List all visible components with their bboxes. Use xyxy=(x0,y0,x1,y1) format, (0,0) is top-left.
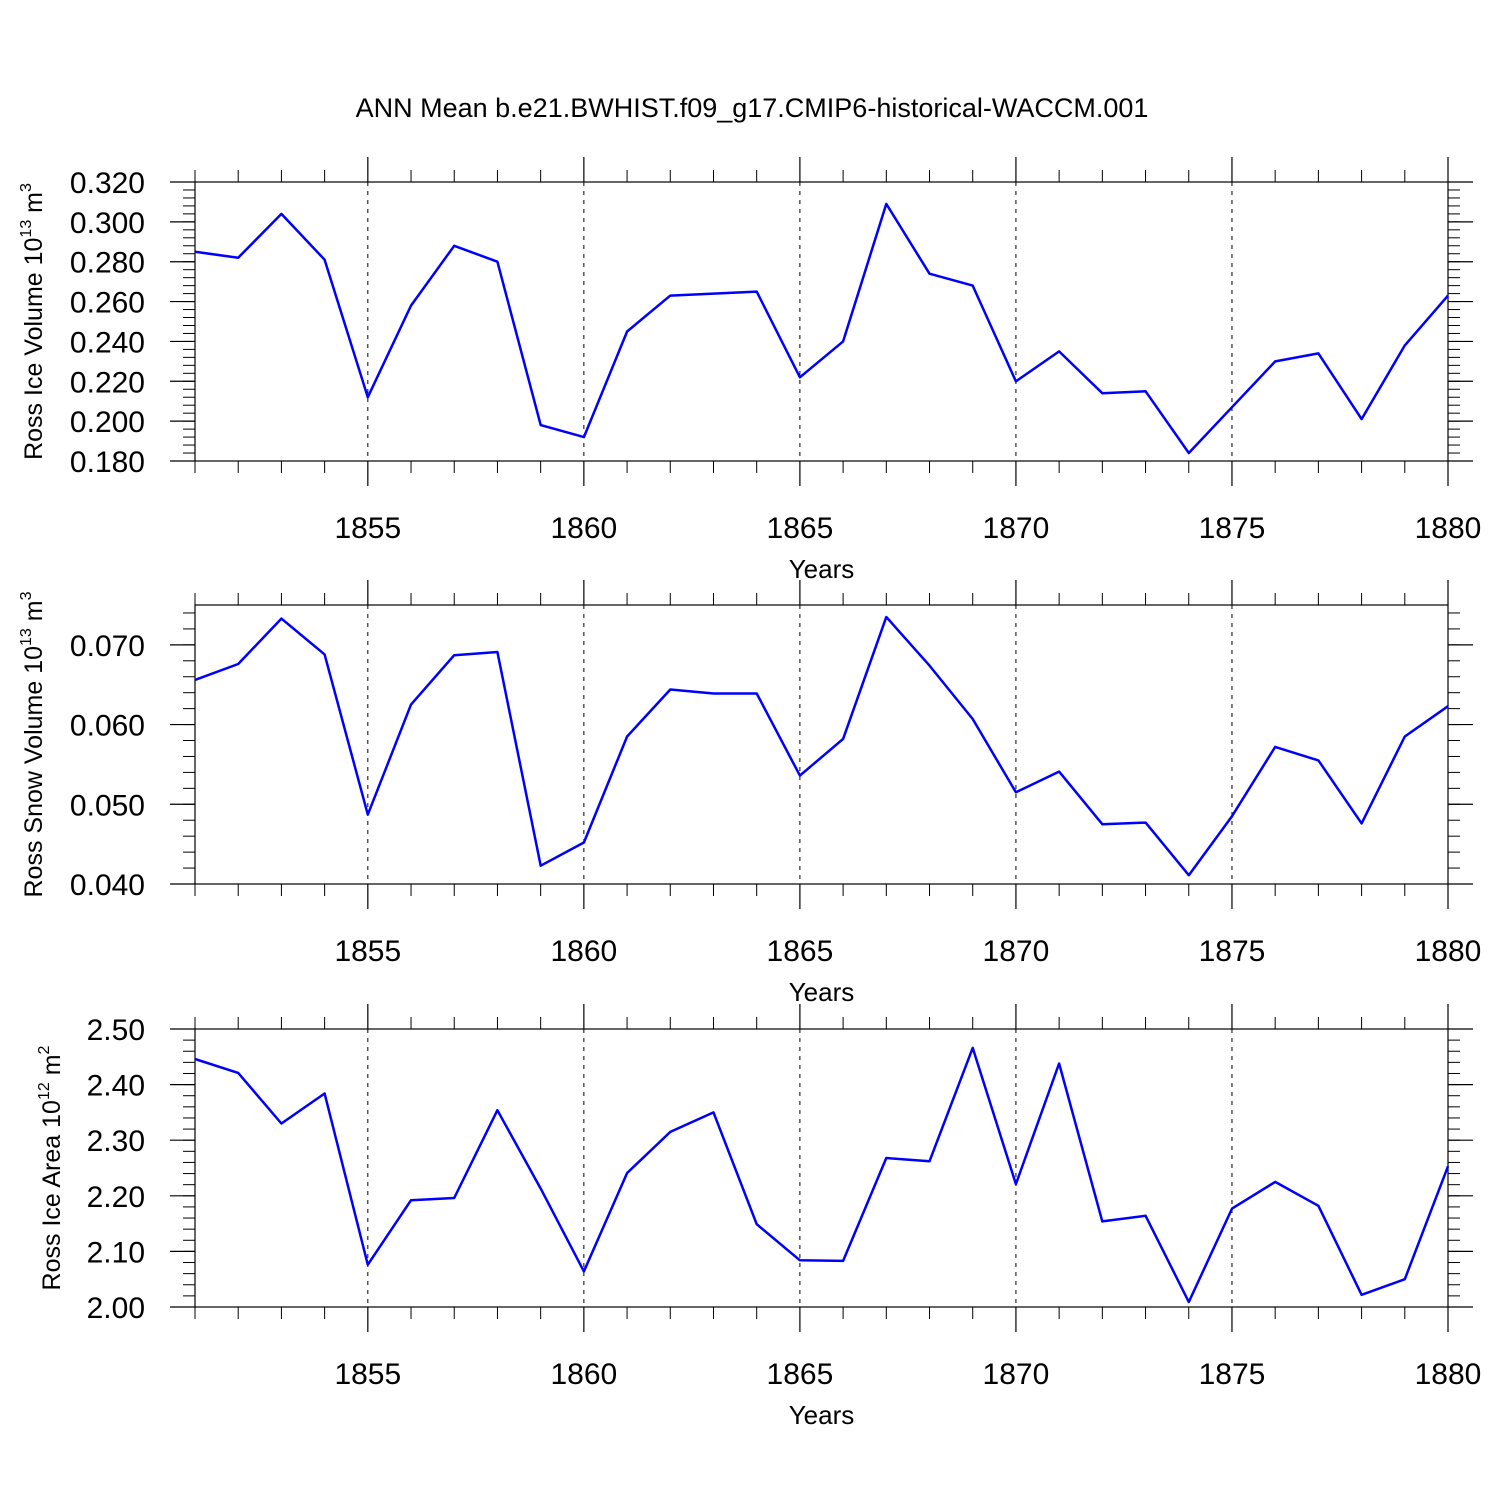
y-tick-label: 0.050 xyxy=(70,789,145,822)
series-line xyxy=(194,615,1449,877)
y-tick-label: 0.220 xyxy=(70,366,145,399)
y-tick-label: 0.280 xyxy=(70,247,145,280)
x-axis-label: Years xyxy=(789,977,855,1007)
x-tick-label: 1875 xyxy=(1199,935,1266,968)
x-tick-label: 1875 xyxy=(1199,1358,1266,1391)
x-tick-label: 1855 xyxy=(334,512,401,545)
x-tick-label: 1880 xyxy=(1415,1358,1482,1391)
y-tick-label: 2.20 xyxy=(87,1181,145,1214)
plot-frame xyxy=(194,604,1449,885)
x-axis-label: Years xyxy=(789,1400,855,1430)
x-axis-label: Years xyxy=(789,554,855,584)
y-tick-label: 0.300 xyxy=(70,207,145,240)
y-axis-label: Ross Ice Volume 1013 m3 xyxy=(18,183,48,460)
x-tick-label: 1865 xyxy=(767,512,834,545)
y-tick-label: 0.070 xyxy=(70,630,145,663)
y-tick-label: 0.180 xyxy=(70,446,145,479)
y-tick-label: 0.320 xyxy=(70,167,145,200)
chart-panel-snow-volume: 0.040 0.050 0.060 0.070 1855 1860 1865 1870 1875… xyxy=(18,580,1481,1007)
x-tick-label: 1880 xyxy=(1415,935,1482,968)
x-tick-label: 1855 xyxy=(334,935,401,968)
series-line xyxy=(194,202,1449,455)
y-tick-label: 2.00 xyxy=(87,1292,145,1325)
x-tick-label: 1860 xyxy=(550,512,617,545)
y-tick-label: 0.060 xyxy=(70,710,145,743)
y-tick-label: 0.260 xyxy=(70,287,145,320)
y-tick-label: 2.50 xyxy=(87,1014,145,1047)
figure-title: ANN Mean b.e21.BWHIST.f09_g17.CMIP6-hist… xyxy=(356,93,1149,123)
chart-panel-ice-volume: 0.180 0.200 0.220 0.240 0.260 0.280 0.300 0.320… xyxy=(18,157,1481,584)
x-tick-label: 1870 xyxy=(983,935,1050,968)
y-tick-label: 2.10 xyxy=(87,1236,145,1269)
y-axis-label: Ross Ice Area 1012 m2 xyxy=(36,1045,66,1290)
chart-panel-ice-area: 2.00 2.10 2.20 2.30 2.40 2.50 1855 1860 1865 1870… xyxy=(36,1004,1481,1430)
y-tick-label: 0.200 xyxy=(70,406,145,439)
x-tick-label: 1875 xyxy=(1199,512,1266,545)
y-tick-label: 0.040 xyxy=(70,869,145,902)
x-tick-label: 1870 xyxy=(983,1358,1050,1391)
y-tick-label: 0.240 xyxy=(70,326,145,359)
x-tick-label: 1855 xyxy=(334,1358,401,1391)
x-tick-label: 1865 xyxy=(767,1358,834,1391)
plot-frame xyxy=(194,1028,1449,1308)
series-line xyxy=(194,1046,1450,1304)
x-tick-label: 1865 xyxy=(767,935,834,968)
x-tick-label: 1860 xyxy=(550,1358,617,1391)
x-tick-label: 1880 xyxy=(1415,512,1482,545)
y-tick-label: 2.40 xyxy=(87,1070,145,1103)
y-tick-label: 2.30 xyxy=(87,1125,145,1158)
x-tick-label: 1870 xyxy=(983,512,1050,545)
panels: 0.180 0.200 0.220 0.240 0.260 0.280 0.300 0.320… xyxy=(18,157,1481,1430)
y-axis-label: Ross Snow Volume 1013 m3 xyxy=(18,591,48,897)
plot-frame xyxy=(194,181,1449,462)
x-tick-label: 1860 xyxy=(550,935,617,968)
